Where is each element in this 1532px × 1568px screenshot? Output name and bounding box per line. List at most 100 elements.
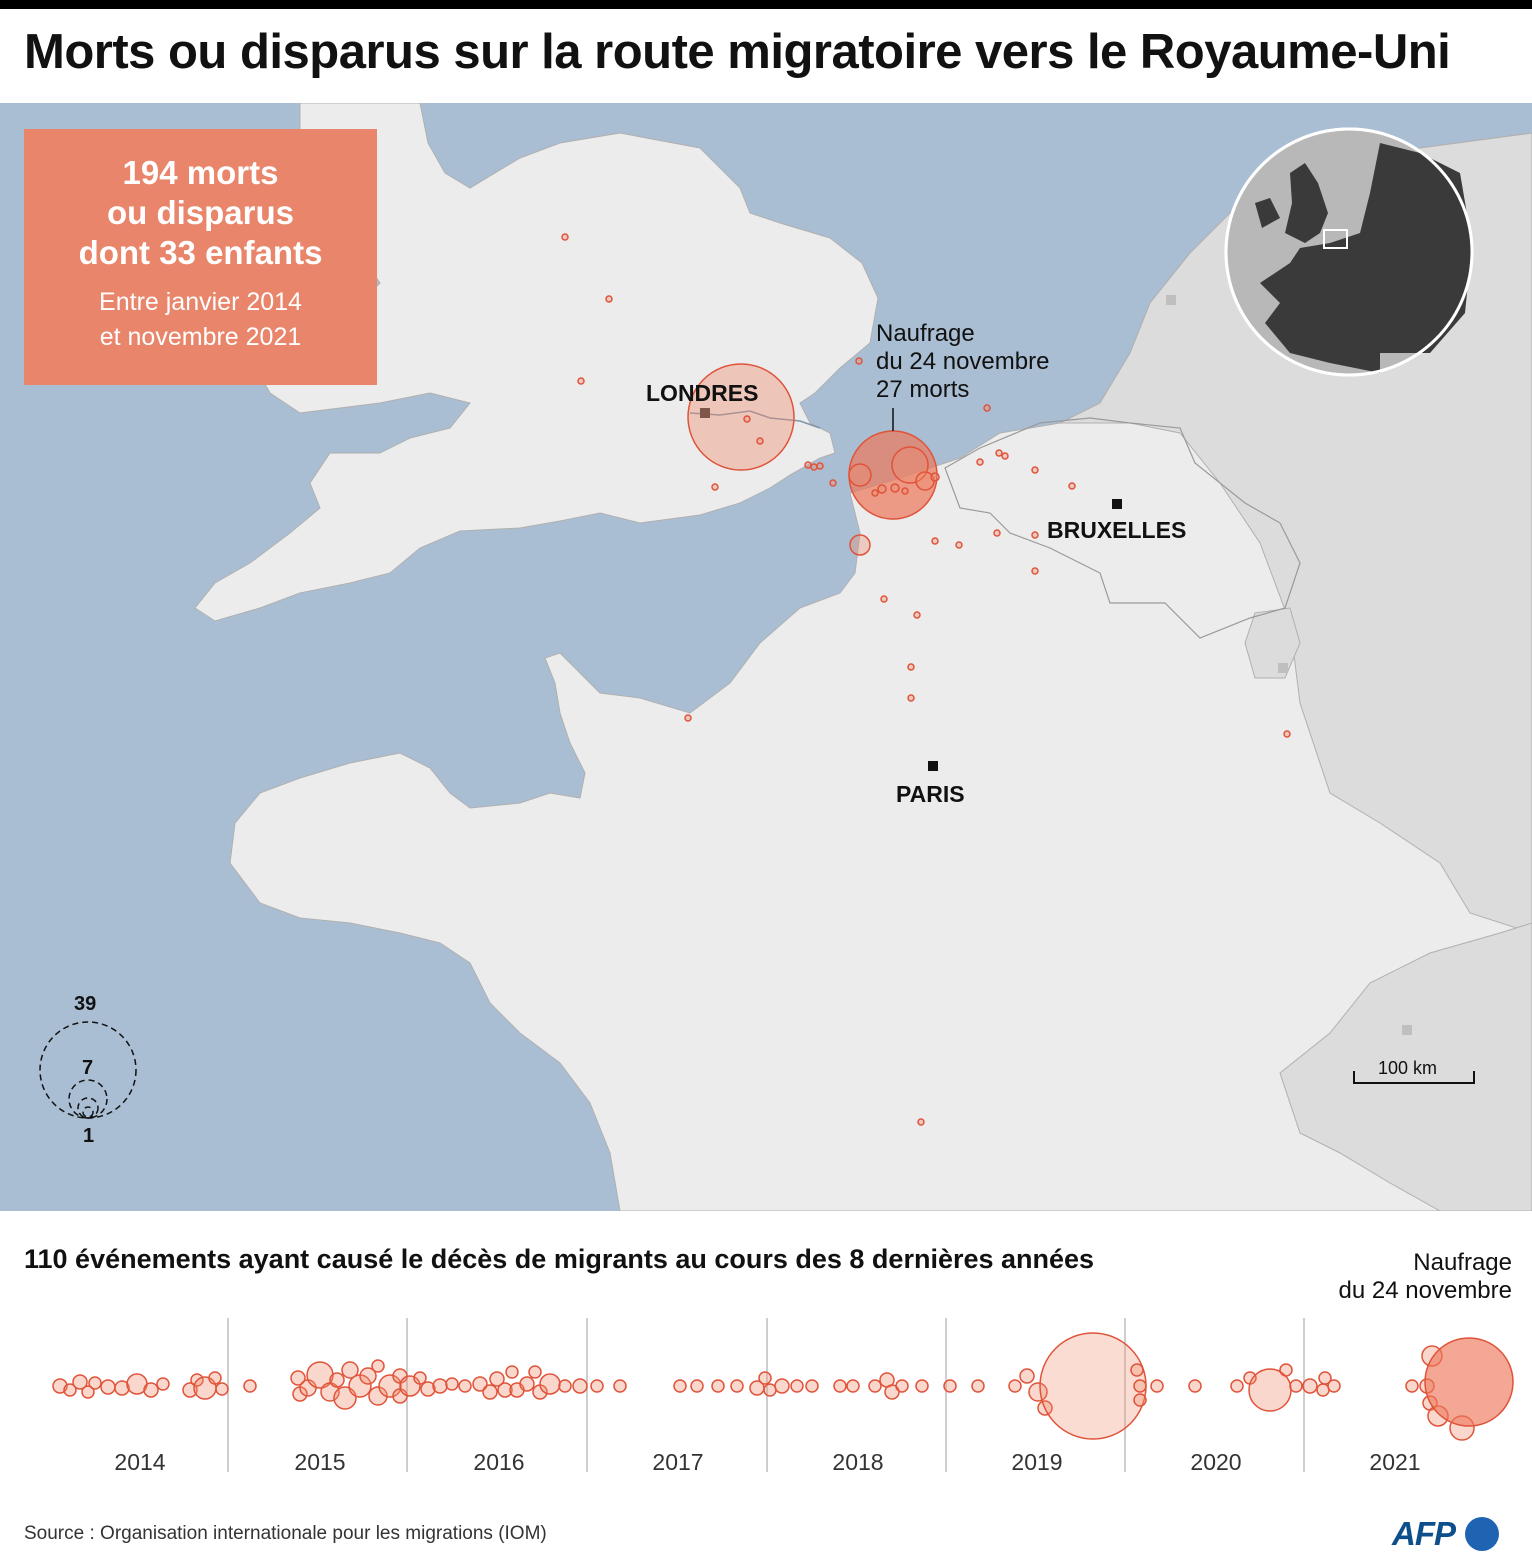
marker-24 [913,611,921,619]
marker-1 [561,233,569,241]
afp-logo-text: AFP [1392,1515,1456,1552]
event-bubble [143,1382,159,1398]
marker-15 [1001,452,1009,460]
marker-25 [907,663,915,671]
year-label-2019: 2019 [1011,1449,1062,1475]
marker-11 [756,437,764,445]
scale-label: 100 km [1378,1058,1438,1078]
marker-5 [983,404,991,412]
event-bubble [1028,1382,1048,1402]
marker-17 [1068,482,1076,490]
inset-globe [1224,127,1474,377]
event-bubble [290,1370,306,1386]
summary-period-start: Entre janvier 2014 [99,288,302,316]
timeline-annotation: Naufrage du 24 novembre [1339,1249,1512,1305]
marker-23 [880,595,888,603]
land-switzerland [1279,922,1532,1211]
event-bubble [505,1365,519,1379]
capital-marker-amsterdam [1166,295,1176,305]
marker-10 [829,479,837,487]
timeline-annotation-line1: Naufrage [1413,1249,1512,1276]
city-label-london: LONDRES [646,380,759,406]
event-bubble [613,1379,627,1393]
event-bubble [458,1379,472,1393]
marker-8 [810,463,818,471]
year-labels: 2014 2015 2016 2017 2018 2019 2020 2021 [114,1449,1420,1475]
event-bubble [432,1378,448,1394]
marker-21 [1031,531,1039,539]
event-bubble [758,1371,772,1385]
event-bubble [114,1380,130,1396]
event-bubble [72,1374,88,1390]
marker-calais-f [871,489,879,497]
event-bubble [673,1379,687,1393]
marker-16 [1031,466,1039,474]
event-bubble [1150,1379,1164,1393]
shipwreck-annotation-line2: du 24 novembre [876,348,1050,375]
event-bubble [971,1379,985,1393]
shipwreck-annotation-line3: 27 morts [876,376,970,403]
event-bubble [1133,1393,1147,1407]
marker-18 [993,529,1001,537]
top-bar [0,0,1532,9]
event-bubble [774,1378,790,1394]
afp-logo: AFP [1392,1515,1512,1555]
marker-calais-e [890,483,900,493]
event-bubble [1230,1379,1244,1393]
capital-marker-london [700,408,710,418]
marker-7 [804,461,812,469]
river-thames [689,410,821,429]
event-bubble [371,1359,385,1373]
year-label-2015: 2015 [294,1449,345,1475]
legend-mid-label: 7 [82,1057,94,1079]
event-bubble [915,1379,929,1393]
event-bubble [1302,1378,1318,1394]
marker-2 [605,295,613,303]
event-bubble [100,1379,116,1395]
inset-focus-box [1323,229,1348,249]
event-bubble [472,1376,488,1392]
marker-22 [1031,567,1039,575]
event-bubble [519,1376,535,1392]
year-label-2017: 2017 [652,1449,703,1475]
marker-13 [976,458,984,466]
map [0,103,1532,1211]
event-bubble [590,1379,604,1393]
marker-14 [995,449,1003,457]
year-label-2020: 2020 [1190,1449,1241,1475]
source-note: Source : Organisation internationale pou… [24,1523,547,1544]
event-bubble [413,1371,427,1385]
event-bubble [528,1365,542,1379]
legend-min-label: 1 [83,1125,95,1147]
summary-period-end: et novembre 2021 [99,323,302,351]
city-label-paris: PARIS [896,781,965,807]
marker-26 [907,694,915,702]
year-label-2021: 2021 [1369,1449,1420,1475]
marker-calais-h [930,472,940,482]
event-bubble [1405,1379,1419,1393]
event-bubble [489,1371,505,1387]
event-bubble [790,1379,804,1393]
city-label-brussels: BRUXELLES [1047,517,1187,543]
event-bubble [1019,1368,1035,1384]
capital-marker-bern [1402,1025,1412,1035]
event-bubble [215,1382,229,1396]
event-bubble [208,1371,222,1385]
shipwreck-annotation: Naufrage du 24 novembre 27 morts [876,320,1049,404]
year-label-2018: 2018 [832,1449,883,1475]
marker-4 [855,357,863,365]
event-bubble [243,1379,257,1393]
event-bubble [805,1379,819,1393]
shipwreck-annotation-line1: Naufrage [876,320,975,347]
marker-27 [684,714,692,722]
afp-logo-dot [1465,1517,1499,1551]
event-bubble-shipwreck [1424,1337,1514,1427]
event-bubble [156,1377,170,1391]
marker-12 [743,415,751,423]
marker-3 [577,377,585,385]
event-bubble [359,1367,377,1385]
event-bubble [846,1379,860,1393]
event-bubble [497,1382,513,1398]
year-label-2016: 2016 [473,1449,524,1475]
event-bubble [730,1379,744,1393]
